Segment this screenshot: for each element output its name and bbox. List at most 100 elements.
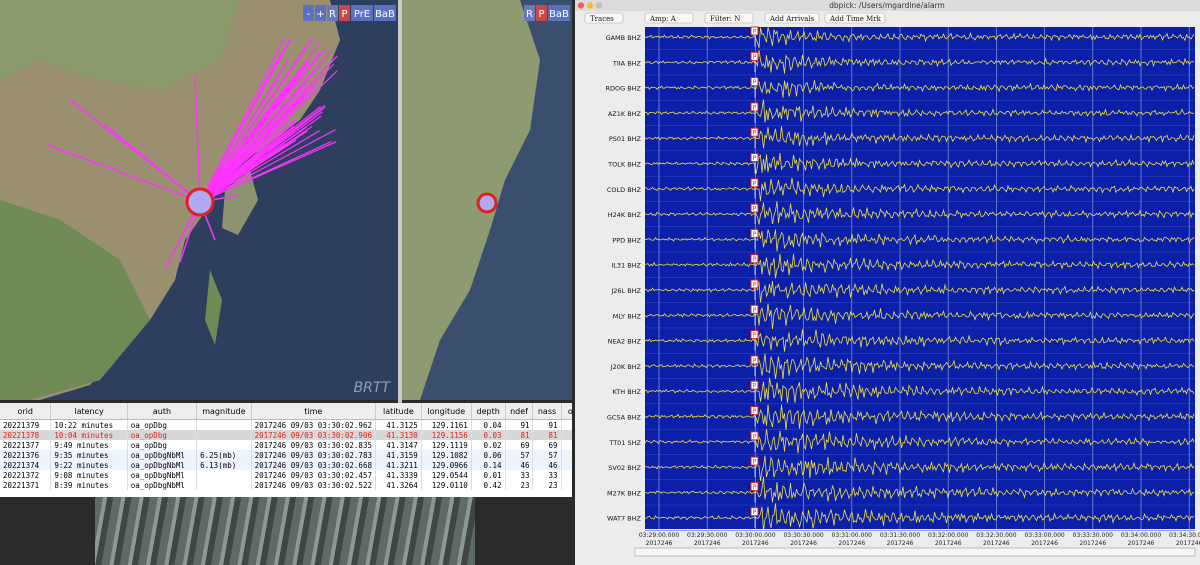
map-button-label: BaB: [375, 9, 395, 20]
arrival-marker[interactable]: [750, 431, 759, 441]
table-cell: 0.01: [471, 470, 506, 480]
close-button[interactable]: [577, 2, 585, 9]
table-row[interactable]: 20221377 9:49 minutes oa_opDbg 2017246 09/0…: [0, 440, 572, 450]
station-label: TIIA BHZ: [612, 59, 642, 67]
station-label: PPD BHZ: [612, 236, 641, 244]
waveform: [644, 303, 1195, 330]
ray: [199, 37, 286, 203]
table-row[interactable]: 20221374 9:22 minutes oa_opDbgNbMl 6.13(mb)…: [0, 460, 572, 470]
map-button[interactable]: [327, 5, 338, 21]
date-label: 2017246: [983, 540, 1010, 547]
arrival-marker[interactable]: [750, 507, 759, 517]
zoom-button[interactable]: [595, 2, 603, 9]
time-label: 03:33:30.000: [1073, 532, 1113, 539]
toolbar-button[interactable]: [644, 12, 694, 24]
table-cell: 41.3125: [375, 419, 422, 430]
ray: [199, 121, 288, 203]
toolbar-button[interactable]: [764, 12, 820, 24]
toolbar-button[interactable]: [704, 12, 754, 24]
date-label: 2017246: [887, 540, 914, 547]
waveform: [645, 229, 1195, 252]
map-button[interactable]: [548, 5, 570, 21]
column-header[interactable]: latency: [50, 403, 128, 420]
map-button-label: R: [526, 9, 533, 20]
column-header[interactable]: o: [561, 403, 572, 420]
time-label: 03:32:00.000: [928, 532, 968, 539]
column-header[interactable]: auth: [127, 403, 198, 420]
table-cell: 2017246 09/03 03:30:02.783: [251, 450, 376, 460]
arrival-marker[interactable]: [750, 355, 759, 365]
arrival-marker-label: P: [753, 484, 757, 491]
time-label: 03:34:30.000: [1169, 532, 1200, 539]
table-cell: [561, 470, 572, 480]
column-header[interactable]: latitude: [375, 403, 422, 420]
map-button[interactable]: [351, 5, 373, 21]
arrival-marker[interactable]: [750, 406, 759, 415]
map-button[interactable]: [536, 5, 547, 21]
ray: [199, 74, 281, 203]
arrival-marker-label: P: [753, 130, 757, 137]
date-label: 2017246: [1079, 540, 1106, 547]
column-header[interactable]: time: [251, 403, 376, 420]
map-button[interactable]: [303, 5, 314, 21]
date-label: 2017246: [790, 540, 817, 547]
waveform: [644, 126, 1195, 149]
arrival-marker-label: P: [753, 433, 757, 440]
table-row[interactable]: 20221379 10:22 minutes oa_opDbg 2017246 09/…: [0, 419, 572, 430]
arrival-marker[interactable]: [750, 330, 759, 340]
table-cell: oa_opDbgNbMl: [127, 470, 198, 480]
column-header[interactable]: nass: [532, 403, 562, 420]
arrival-marker[interactable]: [750, 51, 759, 61]
arrival-marker[interactable]: [750, 228, 759, 238]
column-header[interactable]: ndef: [505, 403, 534, 420]
table-cell: 20221374: [0, 460, 52, 470]
scrollbar[interactable]: [634, 547, 1196, 557]
arrival-marker[interactable]: [750, 481, 759, 491]
arrival-marker[interactable]: [750, 26, 759, 36]
arrival-marker[interactable]: [750, 77, 759, 87]
toolbar-button-label: Filter: N: [710, 15, 740, 23]
map-button[interactable]: [315, 5, 326, 21]
map-button[interactable]: [374, 5, 396, 21]
arrival-marker[interactable]: [750, 254, 759, 264]
table-row[interactable]: 20221372 9:08 minutes oa_opDbgNbMl 2017246 …: [0, 470, 572, 480]
station-label: IL31 BHZ: [611, 262, 641, 270]
station-label: MLY BHZ: [613, 312, 642, 320]
minimize-button[interactable]: [586, 2, 594, 9]
table: orid latency auth magnitude time latitude long…: [0, 403, 572, 490]
column-header[interactable]: orid: [0, 403, 52, 420]
arrival-marker[interactable]: [750, 380, 759, 390]
arrival-marker[interactable]: [750, 203, 759, 213]
column-header[interactable]: longitude: [421, 403, 472, 420]
date-label: 2017246: [838, 540, 865, 547]
table-row[interactable]: 20221376 9:35 minutes oa_opDbgNbMl 6.25(mb)…: [0, 450, 572, 460]
toolbar: Traces Amp: A Filter: N Add Arrivals Add Tim…: [584, 12, 886, 24]
time-label: 03:32:30.000: [976, 532, 1016, 539]
map-button[interactable]: [339, 5, 350, 21]
toolbar-button[interactable]: [584, 12, 624, 24]
table-cell: 23: [505, 480, 534, 490]
table-cell: 69: [532, 440, 562, 450]
date-label: 2017246: [935, 540, 962, 547]
table-cell: [561, 440, 572, 450]
table-row[interactable]: 20221378 10:04 minutes oa_opDbg 2017246 09/…: [0, 430, 572, 440]
toolbar-button[interactable]: [824, 12, 886, 24]
table-cell: 9:35 minutes: [50, 450, 128, 460]
ray: [199, 125, 313, 203]
arrival-marker[interactable]: [750, 153, 759, 162]
arrival-marker[interactable]: [750, 304, 759, 314]
arrival-marker[interactable]: [750, 102, 759, 112]
table-row[interactable]: 20221371 8:39 minutes oa_opDbgNbMl 2017246 …: [0, 480, 572, 490]
epicenter: [185, 187, 215, 217]
arrival-marker[interactable]: [750, 178, 759, 188]
column-header[interactable]: depth: [471, 403, 506, 420]
header-row: orid latency auth magnitude time latitude long…: [0, 403, 572, 420]
column-header[interactable]: magnitude: [196, 403, 252, 420]
arrival-marker[interactable]: [750, 279, 759, 289]
map-button[interactable]: [524, 5, 535, 21]
arrival-marker[interactable]: [750, 456, 759, 466]
table-cell: 57: [532, 450, 562, 460]
epicenter: [476, 192, 498, 214]
arrival-marker[interactable]: [750, 127, 759, 137]
